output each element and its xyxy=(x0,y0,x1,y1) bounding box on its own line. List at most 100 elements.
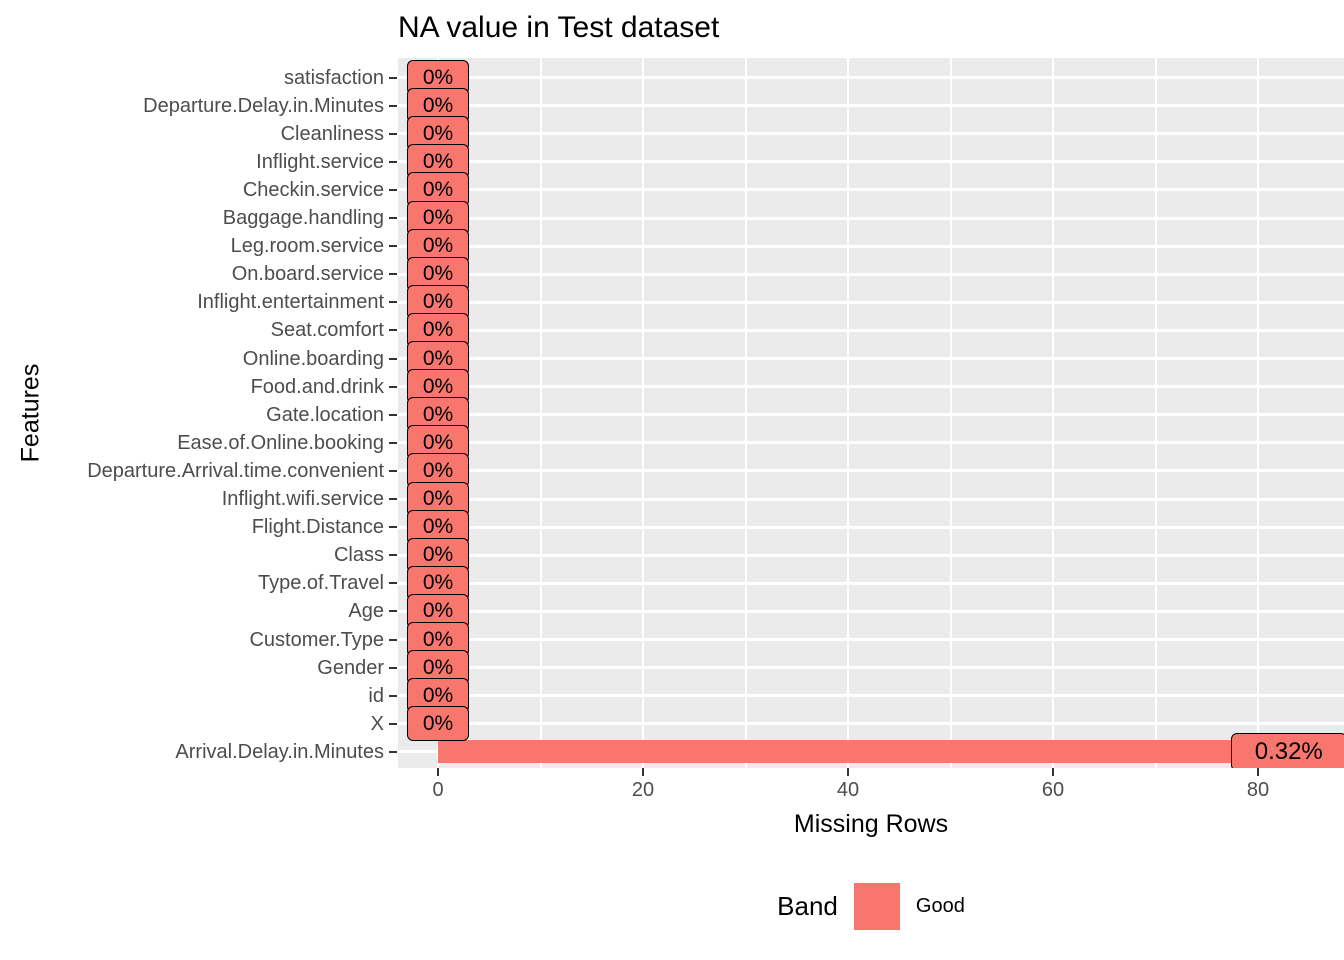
gridline-horizontal xyxy=(398,244,1344,248)
y-axis-label: Flight.Distance xyxy=(251,516,384,539)
y-axis-tick xyxy=(389,273,397,276)
y-axis-label: Gate.location xyxy=(266,403,384,426)
gridline-horizontal xyxy=(398,300,1344,304)
gridline-horizontal xyxy=(398,553,1344,557)
y-axis-label: Inflight.wifi.service xyxy=(221,488,384,510)
plot-panel: 0% 0% 0% 0% 0% 0% 0% 0% 0% 0% 0% 0% 0% 0% 0% 0% 0% 0% 0% 0%… xyxy=(398,58,1344,768)
x-axis-tick-label: 0 xyxy=(432,779,444,801)
y-axis-label: Arrival.Delay.in.Minutes xyxy=(175,740,384,763)
gridline-vertical xyxy=(642,58,644,768)
legend-swatch-good xyxy=(853,882,900,930)
y-axis-label: Seat.comfort xyxy=(270,319,384,342)
y-axis-label: Checkin.service xyxy=(242,178,384,201)
gridline-vertical xyxy=(539,58,542,768)
y-axis-label: Food.and.drink xyxy=(250,375,384,398)
x-axis-title: Missing Rows xyxy=(793,810,949,838)
y-axis-tick xyxy=(389,554,397,557)
gridline-vertical xyxy=(1154,58,1157,768)
y-axis-tick xyxy=(389,329,397,332)
gridline-horizontal xyxy=(398,385,1344,389)
gridline-horizontal xyxy=(398,188,1344,192)
gridline-horizontal xyxy=(398,441,1344,445)
chart-title: NA value in Test dataset xyxy=(398,11,720,44)
x-axis-tick xyxy=(642,768,644,776)
y-axis-tick xyxy=(389,104,397,107)
gridline-horizontal xyxy=(398,469,1344,473)
x-axis-tick xyxy=(847,768,849,776)
y-axis-label: Ease.of.Online.booking xyxy=(177,431,384,454)
y-axis-label: Age xyxy=(348,600,384,623)
gridline-horizontal xyxy=(398,104,1344,108)
gridline-vertical xyxy=(847,58,849,768)
gridline-horizontal xyxy=(398,722,1344,726)
value-label: 0.32% xyxy=(1230,732,1344,768)
y-axis-tick xyxy=(389,301,397,304)
gridline-horizontal xyxy=(398,497,1344,501)
y-axis-tick xyxy=(389,582,397,585)
y-axis-label: Inflight.entertainment xyxy=(197,291,384,314)
y-axis-tick xyxy=(389,245,397,248)
y-axis-label: Gender xyxy=(317,656,384,679)
y-axis-tick xyxy=(389,160,397,163)
x-axis-tick xyxy=(437,768,439,776)
y-axis-tick xyxy=(389,638,397,641)
gridline-horizontal xyxy=(398,694,1344,698)
gridline-horizontal xyxy=(398,160,1344,164)
gridline-horizontal xyxy=(398,132,1344,136)
y-axis-tick xyxy=(389,76,397,79)
gridline-vertical xyxy=(1257,58,1259,768)
gridline-horizontal xyxy=(398,609,1344,613)
y-axis-tick xyxy=(389,498,397,500)
value-label: 0% xyxy=(407,706,469,742)
x-axis-tick-label: 20 xyxy=(631,779,655,801)
gridline-horizontal xyxy=(398,272,1344,276)
y-axis-label: Leg.room.service xyxy=(230,235,384,258)
x-axis-tick-label: 80 xyxy=(1246,779,1270,801)
y-axis-tick xyxy=(389,469,397,472)
y-axis-label: Cleanliness xyxy=(280,122,384,145)
y-axis-label: Class xyxy=(333,544,384,567)
y-axis-label: satisfaction xyxy=(283,66,384,89)
missing-rows-bar xyxy=(438,740,1289,764)
y-axis-label: On.board.service xyxy=(231,263,384,286)
gridline-vertical xyxy=(949,58,952,768)
y-axis-label: Online.boarding xyxy=(242,347,384,370)
y-axis-tick xyxy=(389,526,397,529)
x-axis-tick-label: 60 xyxy=(1041,779,1065,801)
y-axis-tick xyxy=(389,357,397,360)
y-axis-tick xyxy=(389,385,397,388)
y-axis-tick xyxy=(389,666,397,669)
x-axis-tick xyxy=(1257,768,1259,776)
y-axis-tick xyxy=(389,722,397,725)
gridline-horizontal xyxy=(398,76,1344,79)
y-axis-label: Baggage.handling xyxy=(222,207,384,229)
gridline-horizontal xyxy=(398,666,1344,670)
y-axis-tick xyxy=(389,750,397,753)
y-axis-label: Departure.Arrival.time.convenient xyxy=(87,459,384,482)
y-axis-label: id xyxy=(368,684,384,707)
gridline-vertical xyxy=(744,58,747,768)
gridline-horizontal xyxy=(398,525,1344,529)
y-axis-label: Type.of.Travel xyxy=(258,572,384,595)
legend-label-good: Good xyxy=(915,894,965,917)
y-axis-label: X xyxy=(370,712,384,735)
y-axis-tick xyxy=(389,694,397,697)
y-axis-label: Departure.Delay.in.Minutes xyxy=(143,94,384,117)
gridline-horizontal xyxy=(398,413,1344,417)
y-axis-tick xyxy=(389,610,397,613)
y-axis-tick xyxy=(389,132,397,135)
legend-title: Band xyxy=(777,890,838,921)
y-axis-label: Customer.Type xyxy=(249,628,384,651)
gridline-horizontal xyxy=(398,357,1344,360)
gridline-horizontal xyxy=(398,581,1344,585)
gridline-horizontal xyxy=(398,328,1344,332)
x-axis-tick xyxy=(1052,768,1054,776)
x-axis-tick-label: 40 xyxy=(836,779,860,801)
gridline-vertical xyxy=(1052,58,1054,768)
gridline-horizontal xyxy=(398,638,1344,641)
y-axis-tick xyxy=(389,413,397,416)
y-axis-tick xyxy=(389,217,397,219)
legend: Band Good xyxy=(398,880,1344,932)
y-axis-tick xyxy=(389,188,397,191)
